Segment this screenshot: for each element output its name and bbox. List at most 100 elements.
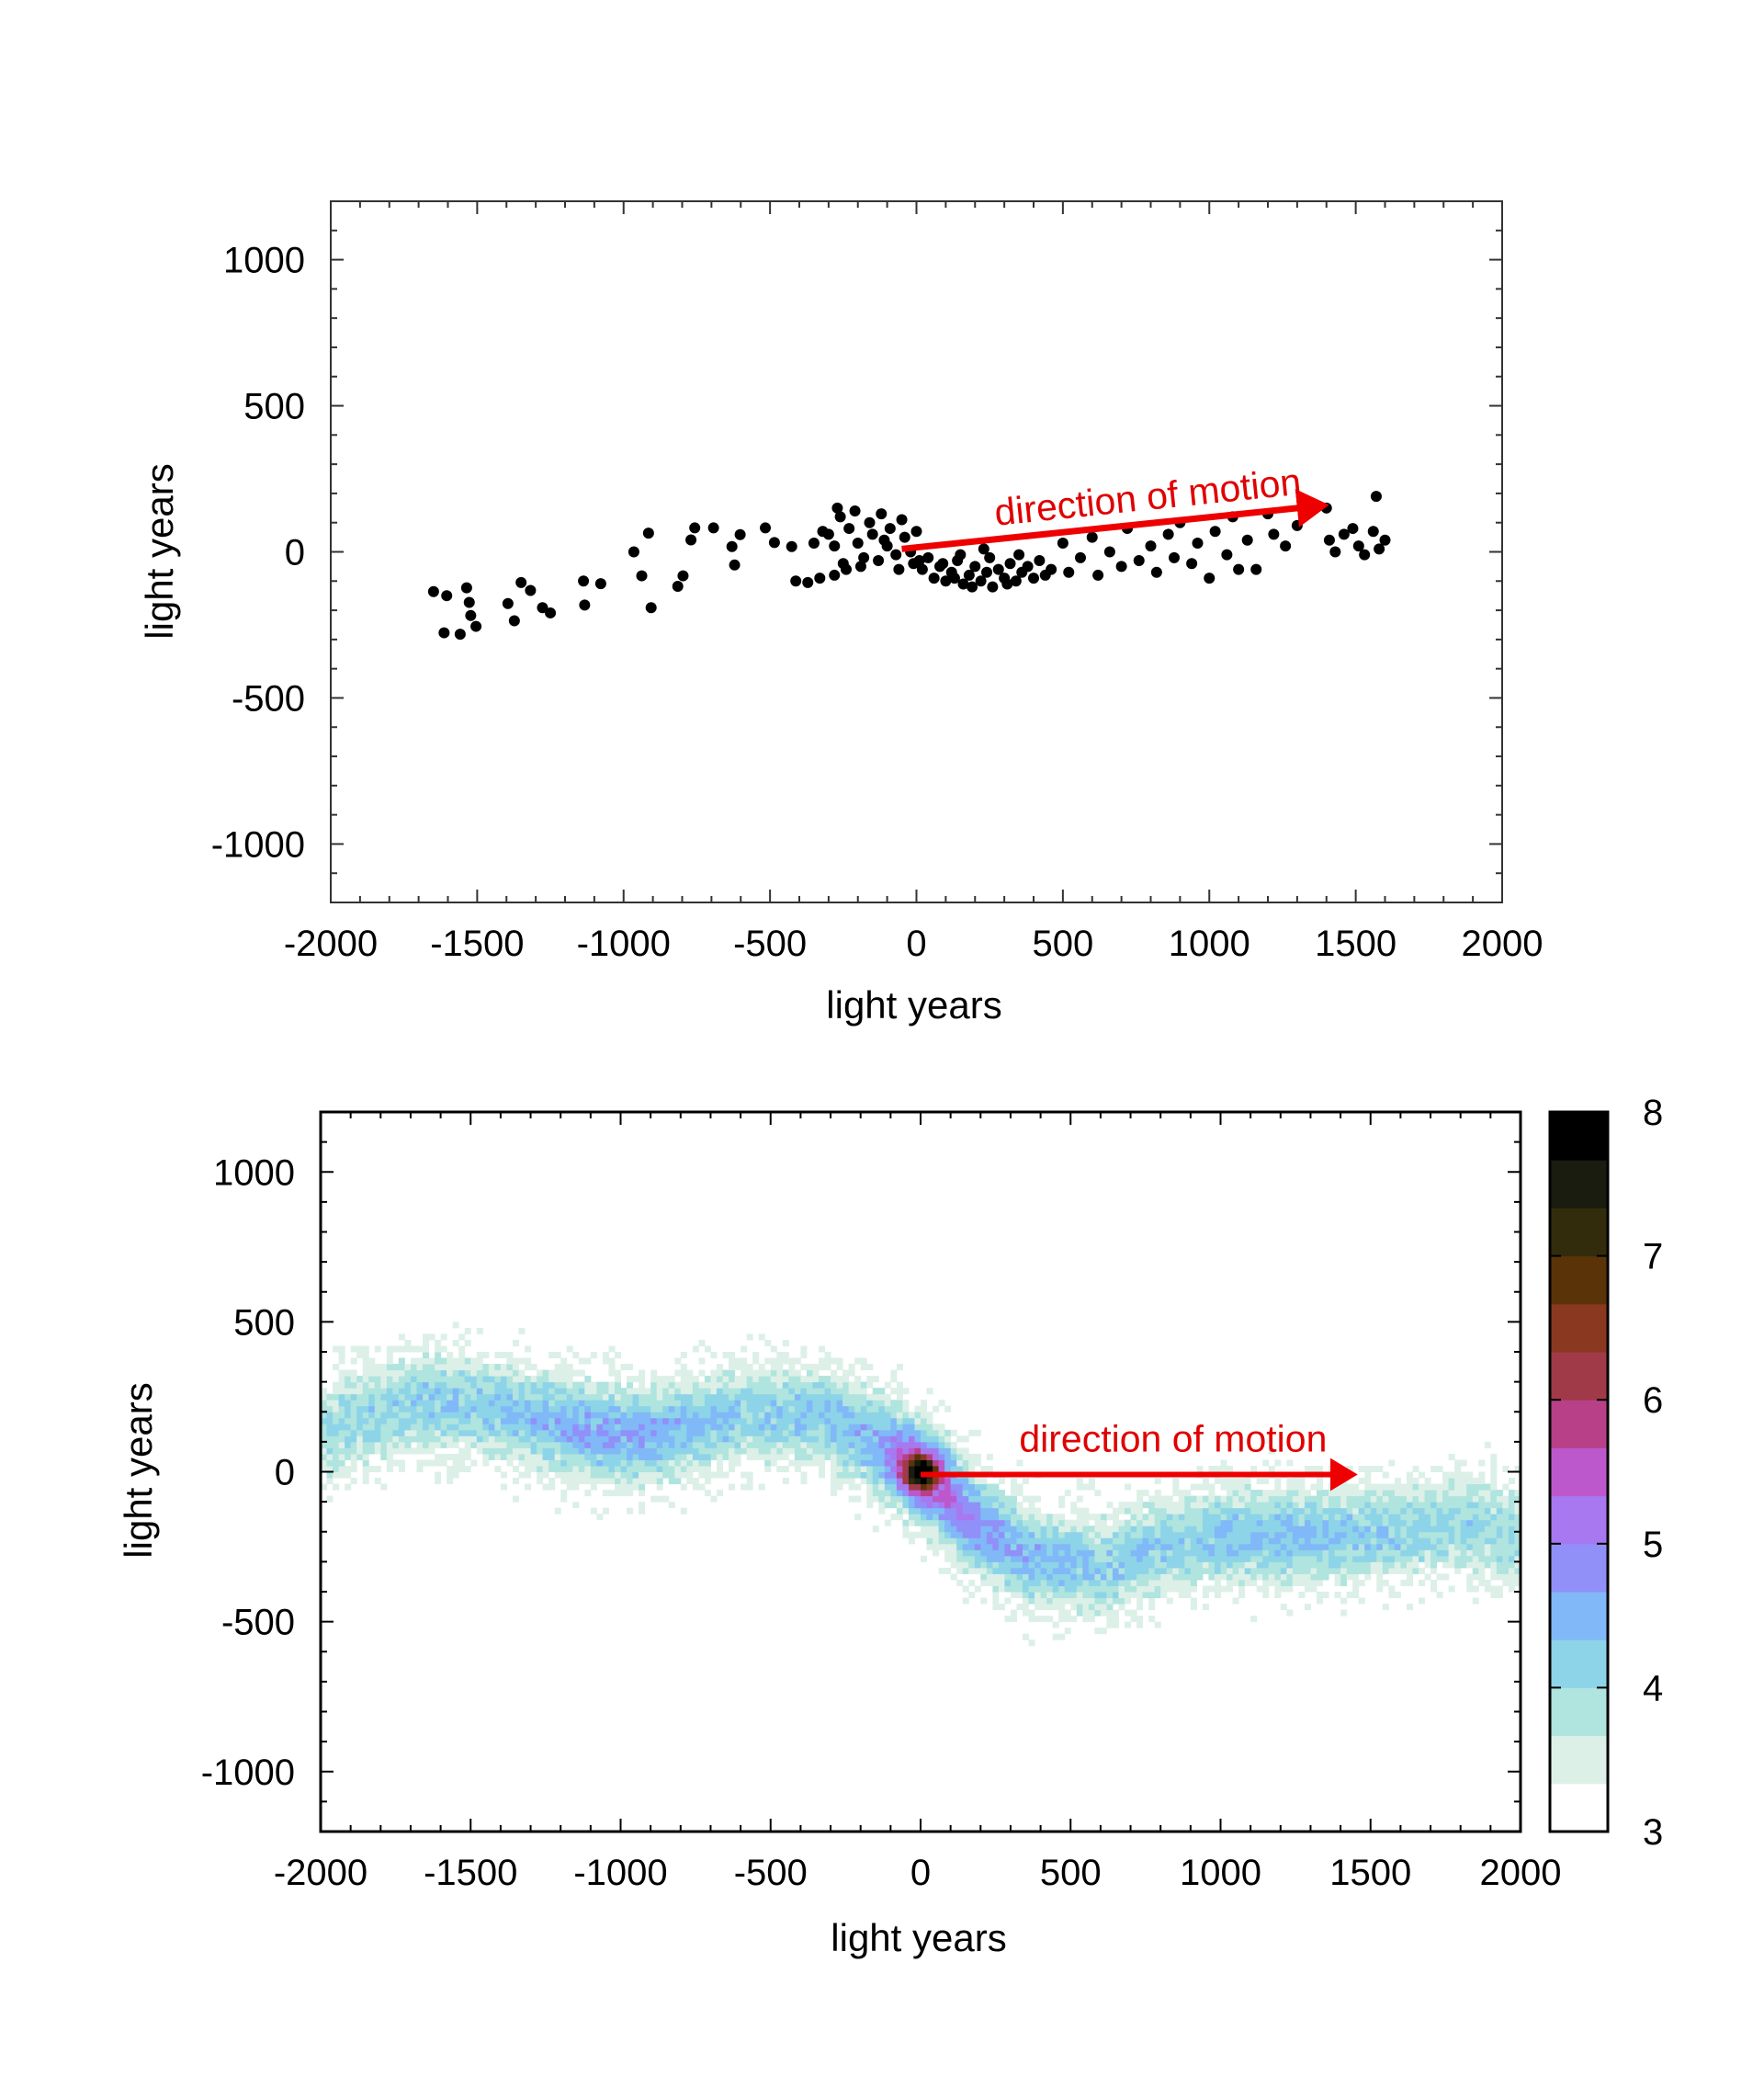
heatmap-cell [494,1352,502,1359]
heatmap-cell [584,1429,592,1436]
heatmap-cell [506,1424,514,1431]
heatmap-cell [1358,1478,1365,1485]
heatmap-cell [680,1429,687,1436]
heatmap-cell [1460,1514,1467,1521]
heatmap-cell [380,1412,388,1419]
heatmap-cell [1082,1526,1090,1533]
heatmap-cell [398,1465,405,1472]
heatmap-cell [1010,1507,1017,1514]
heatmap-cell [333,1405,340,1412]
heatmap-cell [506,1364,514,1371]
heatmap-cell [656,1471,663,1479]
heatmap-cell [1364,1555,1372,1562]
heatmap-cell [410,1364,417,1371]
heatmap-cell [836,1412,843,1419]
heatmap-cell [668,1478,675,1485]
heatmap-cell [1508,1567,1515,1574]
heatmap-cell [902,1483,910,1491]
heatmap-cell [686,1400,694,1407]
heatmap-cell [1106,1585,1114,1593]
heatmap-cell [404,1417,412,1424]
heatmap-cell [404,1381,412,1389]
heatmap-cell [632,1376,639,1383]
heatmap-cell [1208,1537,1216,1545]
heatmap-cell [1454,1490,1462,1497]
heatmap-cell [1394,1561,1401,1569]
scatter-point [1233,563,1245,575]
heatmap-cell [506,1369,514,1377]
heatmap-cell [464,1424,471,1431]
y-tick-label: 1000 [223,241,305,281]
heatmap-cell [1088,1592,1095,1599]
heatmap-cell [428,1435,435,1443]
heatmap-cell [321,1483,328,1491]
heatmap-cell [1154,1543,1161,1550]
heatmap-cell [1023,1478,1030,1485]
heatmap-cell [500,1435,507,1443]
heatmap-cell [1154,1537,1161,1545]
heatmap-cell [1268,1531,1275,1538]
heatmap-cell [1514,1579,1521,1586]
heatmap-cell [1502,1526,1510,1533]
heatmap-cell [1125,1567,1132,1574]
heatmap-cell [476,1400,483,1407]
heatmap-cell [1082,1483,1090,1491]
heatmap-cell [627,1417,634,1424]
heatmap-cell [368,1412,376,1419]
heatmap-cell [686,1393,694,1401]
heatmap-cell [602,1412,609,1419]
heatmap-cell [1070,1579,1078,1586]
heatmap-cell [722,1417,729,1424]
heatmap-cell [1466,1490,1474,1497]
heatmap-cell [896,1465,903,1472]
heatmap-cell [1376,1567,1384,1574]
heatmap-cell [398,1424,405,1431]
heatmap-cell [842,1388,850,1395]
heatmap-cell [1334,1495,1341,1503]
heatmap-cell [1076,1555,1083,1562]
heatmap-cell [1454,1478,1462,1485]
heatmap-cell [974,1567,981,1574]
heatmap-cell [530,1405,537,1412]
heatmap-cell [578,1478,585,1485]
heatmap-cell [692,1447,699,1455]
heatmap-cell [1430,1514,1438,1521]
heatmap-cell [1250,1507,1258,1514]
heatmap-cell [333,1393,340,1401]
heatmap-cell [1364,1573,1372,1581]
heatmap-cell [680,1441,687,1448]
heatmap-cell [338,1459,345,1467]
heatmap-cell [482,1369,490,1377]
heatmap-cell [1280,1555,1287,1562]
heatmap-cell [548,1393,556,1401]
heatmap-cell [938,1459,945,1467]
heatmap-cell [1046,1537,1054,1545]
heatmap-cell [416,1459,424,1467]
heatmap-cell [512,1465,519,1472]
heatmap-cell [1238,1543,1246,1550]
heatmap-cell [962,1543,969,1550]
heatmap-cell [356,1376,364,1383]
heatmap-cell [435,1453,442,1460]
heatmap-cell [1442,1483,1450,1491]
heatmap-cell [470,1369,478,1377]
heatmap-cell [596,1435,604,1443]
heatmap-cell [614,1478,621,1485]
heatmap-cell [788,1459,796,1467]
heatmap-cell [1382,1519,1389,1526]
heatmap-cell [1466,1561,1474,1569]
heatmap-cell [542,1441,549,1448]
heatmap-cell [752,1412,760,1419]
heatmap-cell [1142,1526,1149,1533]
heatmap-cell [590,1483,597,1491]
heatmap-cell [741,1364,748,1371]
heatmap-cell [746,1483,753,1491]
scatter-point [578,575,590,587]
heatmap-cell [321,1441,328,1448]
heatmap-cell [1166,1526,1173,1533]
heatmap-cell [806,1429,813,1436]
heatmap-cell [1490,1567,1498,1574]
heatmap-cell [435,1417,442,1424]
heatmap-cell [1460,1490,1467,1497]
heatmap-cell [1442,1543,1450,1550]
